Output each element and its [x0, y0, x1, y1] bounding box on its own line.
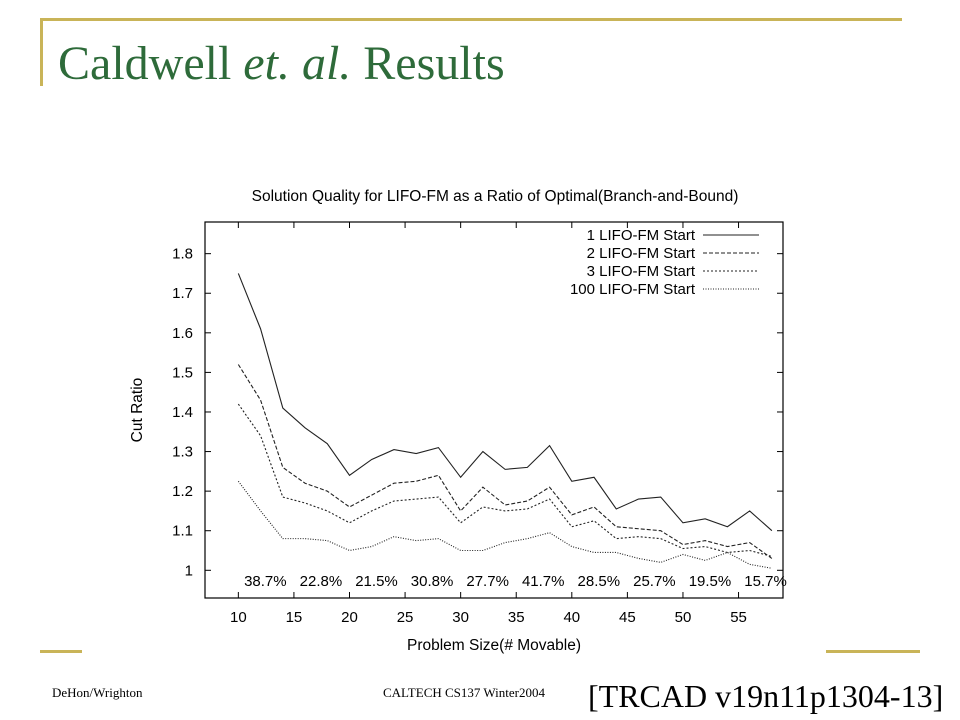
percent-annotation: 30.8%	[411, 573, 454, 590]
series-line-3	[237, 403, 773, 557]
legend-label: 2 LIFO-FM Start	[587, 245, 696, 262]
x-tick-label: 35	[508, 609, 525, 626]
legend-label: 100 LIFO-FM Start	[570, 281, 696, 298]
y-tick-label: 1.7	[172, 285, 193, 302]
percent-annotation: 15.7%	[744, 573, 787, 590]
x-tick-label: 15	[286, 609, 303, 626]
x-tick-label: 45	[619, 609, 636, 626]
footer-course: CALTECH CS137 Winter2004	[383, 685, 545, 700]
y-tick-label: 1.5	[172, 364, 193, 381]
x-tick-label: 25	[397, 609, 414, 626]
y-tick-label: 1.3	[172, 444, 193, 461]
series-line-4	[237, 480, 772, 569]
y-tick-label: 1.8	[172, 246, 193, 263]
slide-title: Caldwell et. al. Results	[58, 37, 505, 90]
percent-annotation: 19.5%	[689, 573, 732, 590]
x-tick-label: 55	[730, 609, 747, 626]
x-tick-label: 50	[675, 609, 692, 626]
chart: Solution Quality for LIFO-FM as a Ratio …	[110, 175, 820, 665]
percent-annotation: 21.5%	[355, 573, 398, 590]
percent-annotation: 41.7%	[522, 573, 565, 590]
y-tick-label: 1.1	[172, 523, 193, 540]
y-tick-label: 1.2	[172, 483, 193, 500]
ticks-layer: 10 15 20 25 30 35 40 45 50 55 1 1.1 1.2 1.3 1.4 1.5 1.6 1…	[172, 222, 783, 626]
x-tick-label: 10	[230, 609, 247, 626]
top-accent-line	[40, 18, 902, 21]
bottom-right-accent-line	[826, 650, 920, 653]
series-line-1	[237, 273, 773, 532]
y-tick-label: 1	[185, 562, 193, 579]
footer-author: DeHon/Wrighton	[52, 685, 143, 700]
x-tick-label: 20	[341, 609, 358, 626]
chart-title: Solution Quality for LIFO-FM as a Ratio …	[252, 188, 739, 205]
chart-svg: Solution Quality for LIFO-FM as a Ratio …	[129, 188, 787, 654]
series-layer	[237, 273, 773, 569]
x-tick-label: 40	[563, 609, 580, 626]
bottom-left-accent-line	[40, 650, 82, 653]
legend-label: 3 LIFO-FM Start	[587, 263, 696, 280]
x-axis-label: Problem Size(# Movable)	[407, 637, 581, 654]
legend-label: 1 LIFO-FM Start	[587, 227, 696, 244]
percent-annotation: 38.7%	[244, 573, 287, 590]
annotation-layer: 38.7% 22.8% 21.5% 30.8% 27.7% 41.7% 28.5% 25.7%…	[244, 573, 787, 590]
y-tick-label: 1.4	[172, 404, 193, 421]
percent-annotation: 25.7%	[633, 573, 676, 590]
y-axis-label: Cut Ratio	[129, 378, 146, 443]
series-line-2	[237, 364, 773, 559]
left-accent-line	[40, 18, 43, 86]
plot-frame	[204, 221, 784, 599]
x-tick-label: 30	[452, 609, 469, 626]
percent-annotation: 27.7%	[466, 573, 509, 590]
percent-annotation: 28.5%	[578, 573, 621, 590]
y-tick-label: 1.6	[172, 325, 193, 342]
percent-annotation: 22.8%	[300, 573, 343, 590]
citation: [TRCAD v19n11p1304-13]	[588, 678, 944, 714]
